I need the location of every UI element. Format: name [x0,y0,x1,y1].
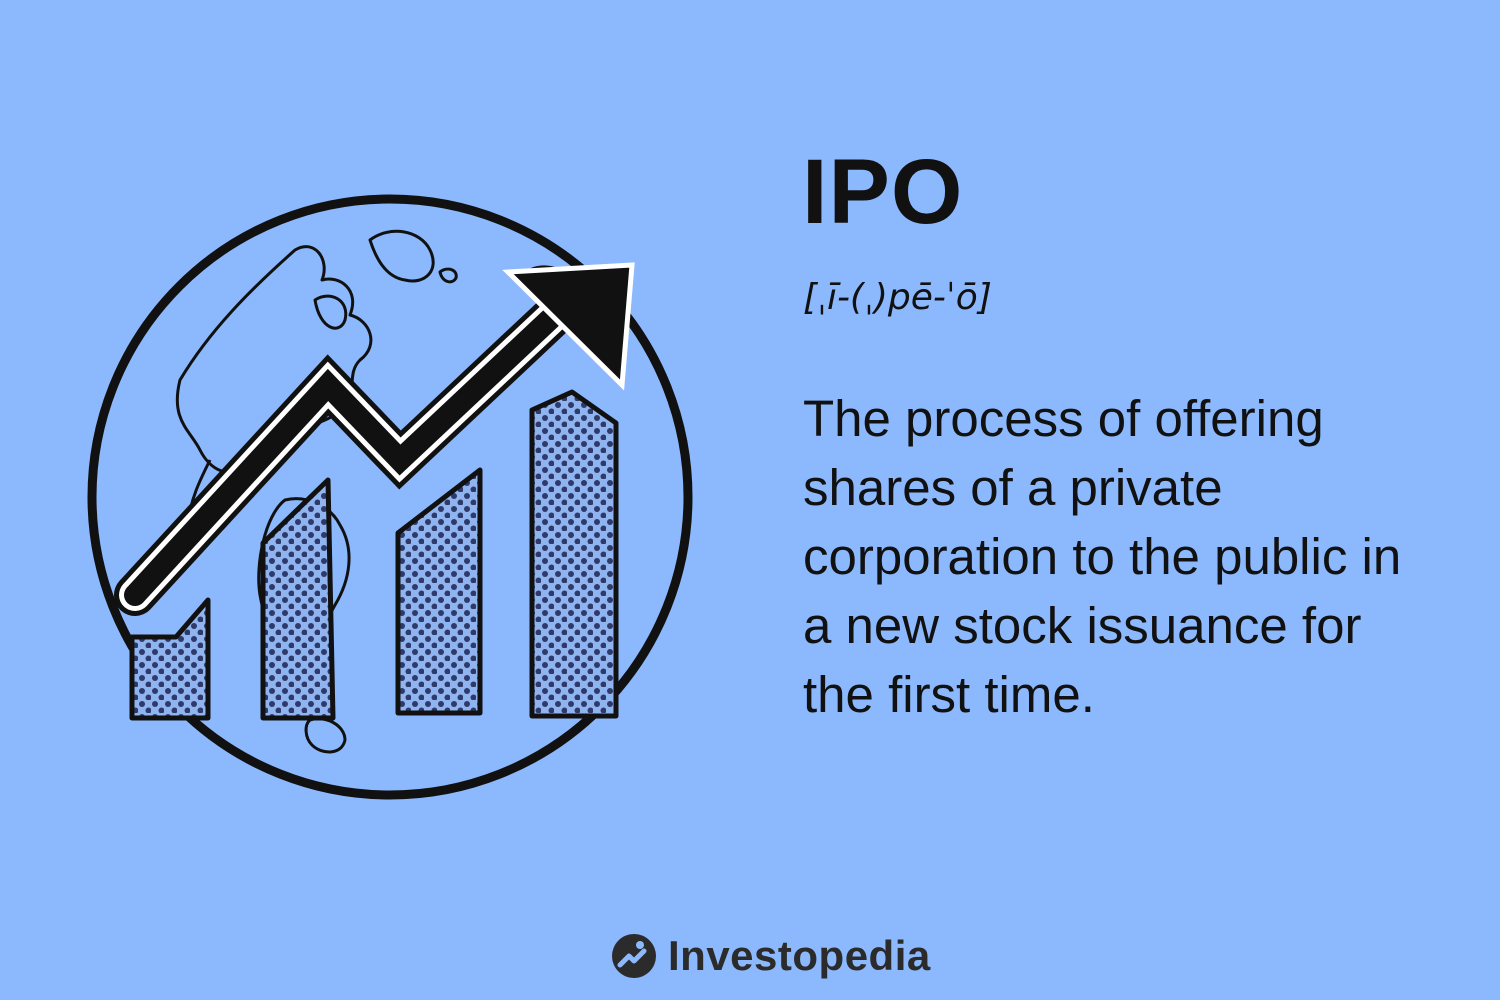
globe-outline [87,194,693,800]
brand-name: Investopedia [668,932,931,979]
growth-arrow [114,262,635,616]
term-title: IPO [802,141,964,243]
arrow-head [502,262,635,391]
bar-3 [395,467,483,716]
brand-logo: Investopedia [610,932,931,980]
bar-1 [129,597,211,721]
definition-text: The process of offering shares of a priv… [803,390,1402,723]
globe-growth-chart-icon [60,180,720,820]
bar-4 [529,389,619,719]
growth-bars [129,389,619,721]
pronunciation: [ˌī-(ˌ)pē-ˈō] [803,277,992,318]
investopedia-logo-icon [612,934,656,978]
bar-2 [260,477,336,721]
